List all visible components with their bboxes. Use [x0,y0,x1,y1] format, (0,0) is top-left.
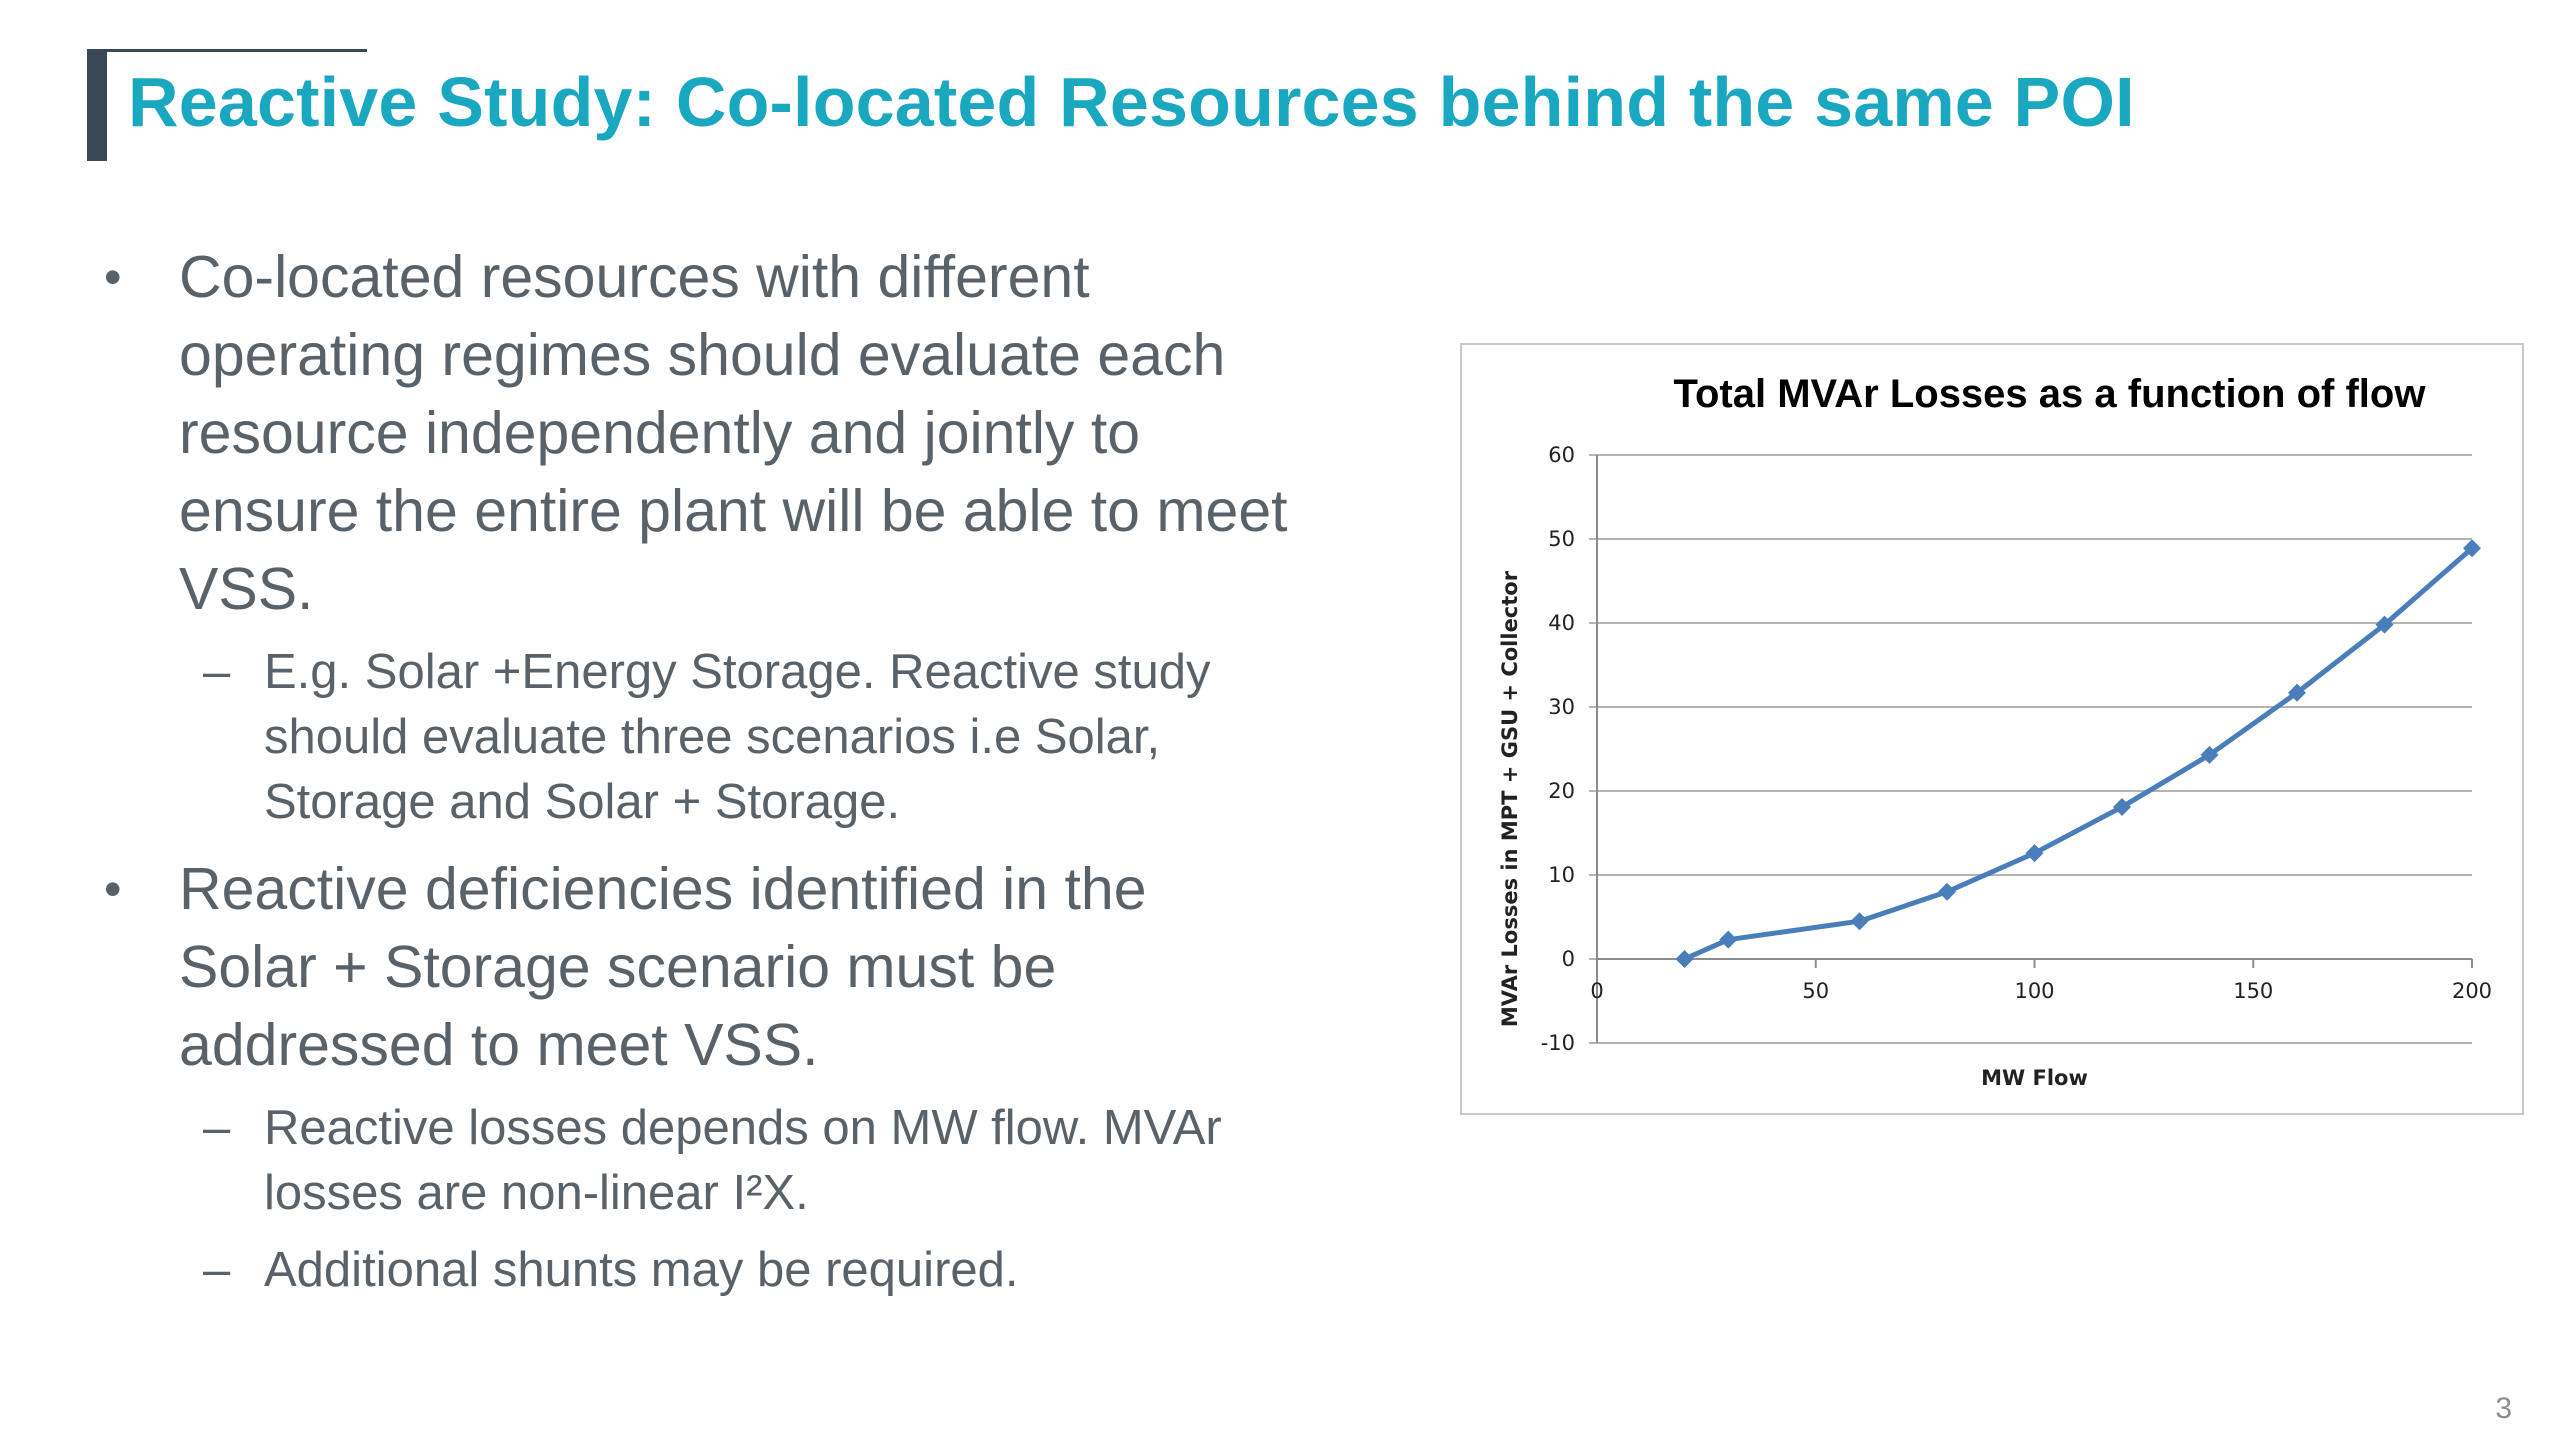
bullet-line: Co-located resources with different [179,244,1090,310]
title-accent-line [87,49,367,52]
data-point [1850,912,1869,931]
bullet-marker: • [104,249,122,305]
data-point [2288,683,2306,702]
data-point [2113,797,2131,816]
y-tick-label: -10 [1541,1031,1575,1055]
x-axis-label: MW Flow [1981,1066,2088,1090]
y-axis-label: MVAr Losses in MPT + GSU + Collector [1498,570,1522,1027]
y-tick-label: 0 [1562,947,1575,971]
data-point [2463,539,2481,558]
x-tick-label: 0 [1590,979,1603,1003]
x-tick-label: 200 [2452,979,2492,1003]
chart-svg: Total MVAr Losses as a function of flow -… [1498,372,2492,1090]
data-point [1719,930,1738,949]
page-number: 3 [2495,1392,2512,1425]
bullet-line: resource independently and jointly to [179,400,1141,466]
bullet-line: ensure the entire plant will be able to … [179,478,1288,544]
sub-bullet-line: Storage and Solar + Storage. [264,775,901,829]
data-point [1675,950,1694,968]
sub-bullet-line: losses are non-linear I²X. [264,1166,809,1220]
sub-bullet-marker: – [203,645,231,699]
data-point [1938,882,1956,901]
y-tick-label: 40 [1548,611,1575,635]
x-tick-label: 100 [2014,979,2054,1003]
sub-bullet-line: should evaluate three scenarios i.e Sola… [264,710,1161,764]
x-tick-label: 150 [2233,979,2273,1003]
data-point [2200,745,2219,764]
sub-bullet-marker: – [203,1101,231,1155]
bullet-line: operating regimes should evaluate each [179,322,1226,388]
series-line [1683,546,2474,962]
chart-frame: Total MVAr Losses as a function of flow -… [1460,343,2524,1115]
sub-bullet-line: E.g. Solar +Energy Storage. Reactive stu… [264,645,1211,699]
y-tick-label: 10 [1548,863,1575,887]
bullet-marker: • [104,861,122,917]
data-point [2025,844,2044,863]
sub-bullet-line: Additional shunts may be required. [264,1243,1019,1297]
y-tick-label: 50 [1548,527,1575,551]
bullet-line: Reactive deficiencies identified in the [179,856,1147,922]
y-tick-label: 30 [1548,695,1575,719]
title-accent-bar [87,49,107,161]
bullet-line: VSS. [179,556,314,622]
x-tick-label: 50 [1802,979,1829,1003]
bullet-line: addressed to meet VSS. [179,1012,819,1078]
sub-bullet-marker: – [203,1243,231,1297]
sub-bullet-line: Reactive losses depends on MW flow. MVAr [264,1101,1222,1155]
bullet-list: • Co-located resources with different op… [104,244,1288,1297]
data-point [2375,615,2394,634]
y-tick-label: 20 [1548,779,1575,803]
y-tick-label: 60 [1548,443,1575,467]
chart-title: Total MVAr Losses as a function of flow [1674,372,2427,416]
slide-title: Reactive Study: Co-located Resources beh… [128,63,2135,141]
bullet-line: Solar + Storage scenario must be [179,934,1057,1000]
